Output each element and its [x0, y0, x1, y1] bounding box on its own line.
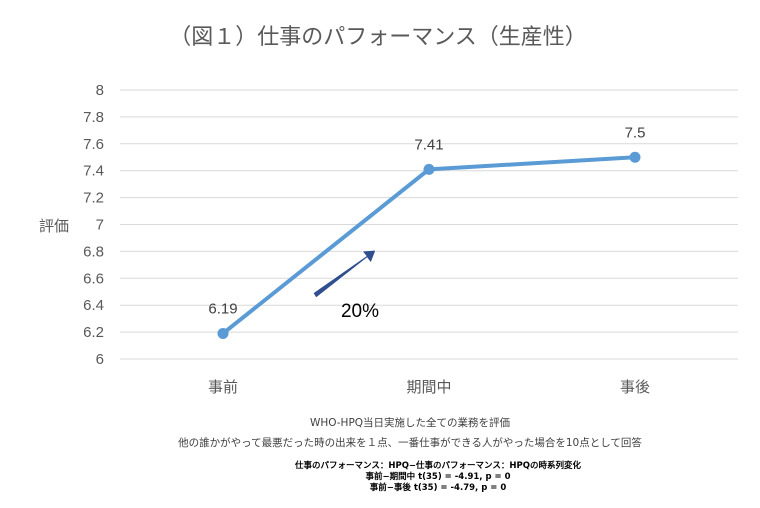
- y-tick-label: 8: [96, 82, 104, 99]
- data-label: 7.41: [414, 136, 443, 153]
- note-line-2: 他の誰かがやって最悪だった時の出来を１点、一番仕事ができる人がやった場合を10点…: [178, 436, 642, 449]
- annotation-percent: 20%: [341, 301, 379, 322]
- y-tick-labels: 6 6.2 6.4 6.6 6.8 7 7.2 7.4 7.6 7.8 8: [83, 82, 104, 368]
- y-tick-label: 6.8: [83, 243, 104, 260]
- y-tick-label: 6.6: [83, 270, 104, 287]
- y-tick-label: 7.4: [83, 163, 104, 180]
- data-point: [423, 163, 435, 175]
- stat-line-3: 事前−事後 t(35) = -4.79, p = 0: [370, 482, 507, 493]
- trend-arrow-shape: [312, 249, 377, 299]
- series-line: [217, 151, 641, 339]
- stat-line-1: 仕事のパフォーマンス：HPQ−仕事のパフォーマンス：HPQの時系列変化: [294, 460, 581, 471]
- data-labels: 6.19 7.41 7.5: [208, 124, 645, 317]
- y-axis-label: 評価: [39, 217, 69, 235]
- x-tick-label: 期間中: [406, 378, 451, 396]
- y-tick-label: 6.4: [83, 297, 104, 314]
- y-tick-label: 7.2: [83, 190, 104, 207]
- y-tick-label: 6.2: [83, 324, 104, 341]
- y-tick-label: 7.6: [83, 136, 104, 153]
- data-label: 6.19: [208, 300, 237, 317]
- x-tick-label: 事後: [620, 378, 650, 396]
- trend-arrow: [312, 249, 377, 299]
- data-point: [217, 327, 229, 339]
- y-tick-label: 7: [96, 217, 104, 234]
- y-tick-label: 7.8: [83, 109, 104, 126]
- y-tick-label: 6: [96, 351, 104, 368]
- data-point: [629, 151, 641, 163]
- note-line-1: WHO-HPQ当日実施した全ての業務を評価: [310, 416, 510, 429]
- x-tick-labels: 事前 期間中 事後: [208, 378, 650, 396]
- stat-line-2: 事前−期間中 t(35) = -4.91, p = 0: [365, 471, 510, 482]
- data-label: 7.5: [625, 124, 646, 141]
- x-tick-label: 事前: [208, 378, 238, 396]
- chart-title: （図１）仕事のパフォーマンス（生産性）: [169, 25, 587, 50]
- series-polyline: [221, 155, 637, 336]
